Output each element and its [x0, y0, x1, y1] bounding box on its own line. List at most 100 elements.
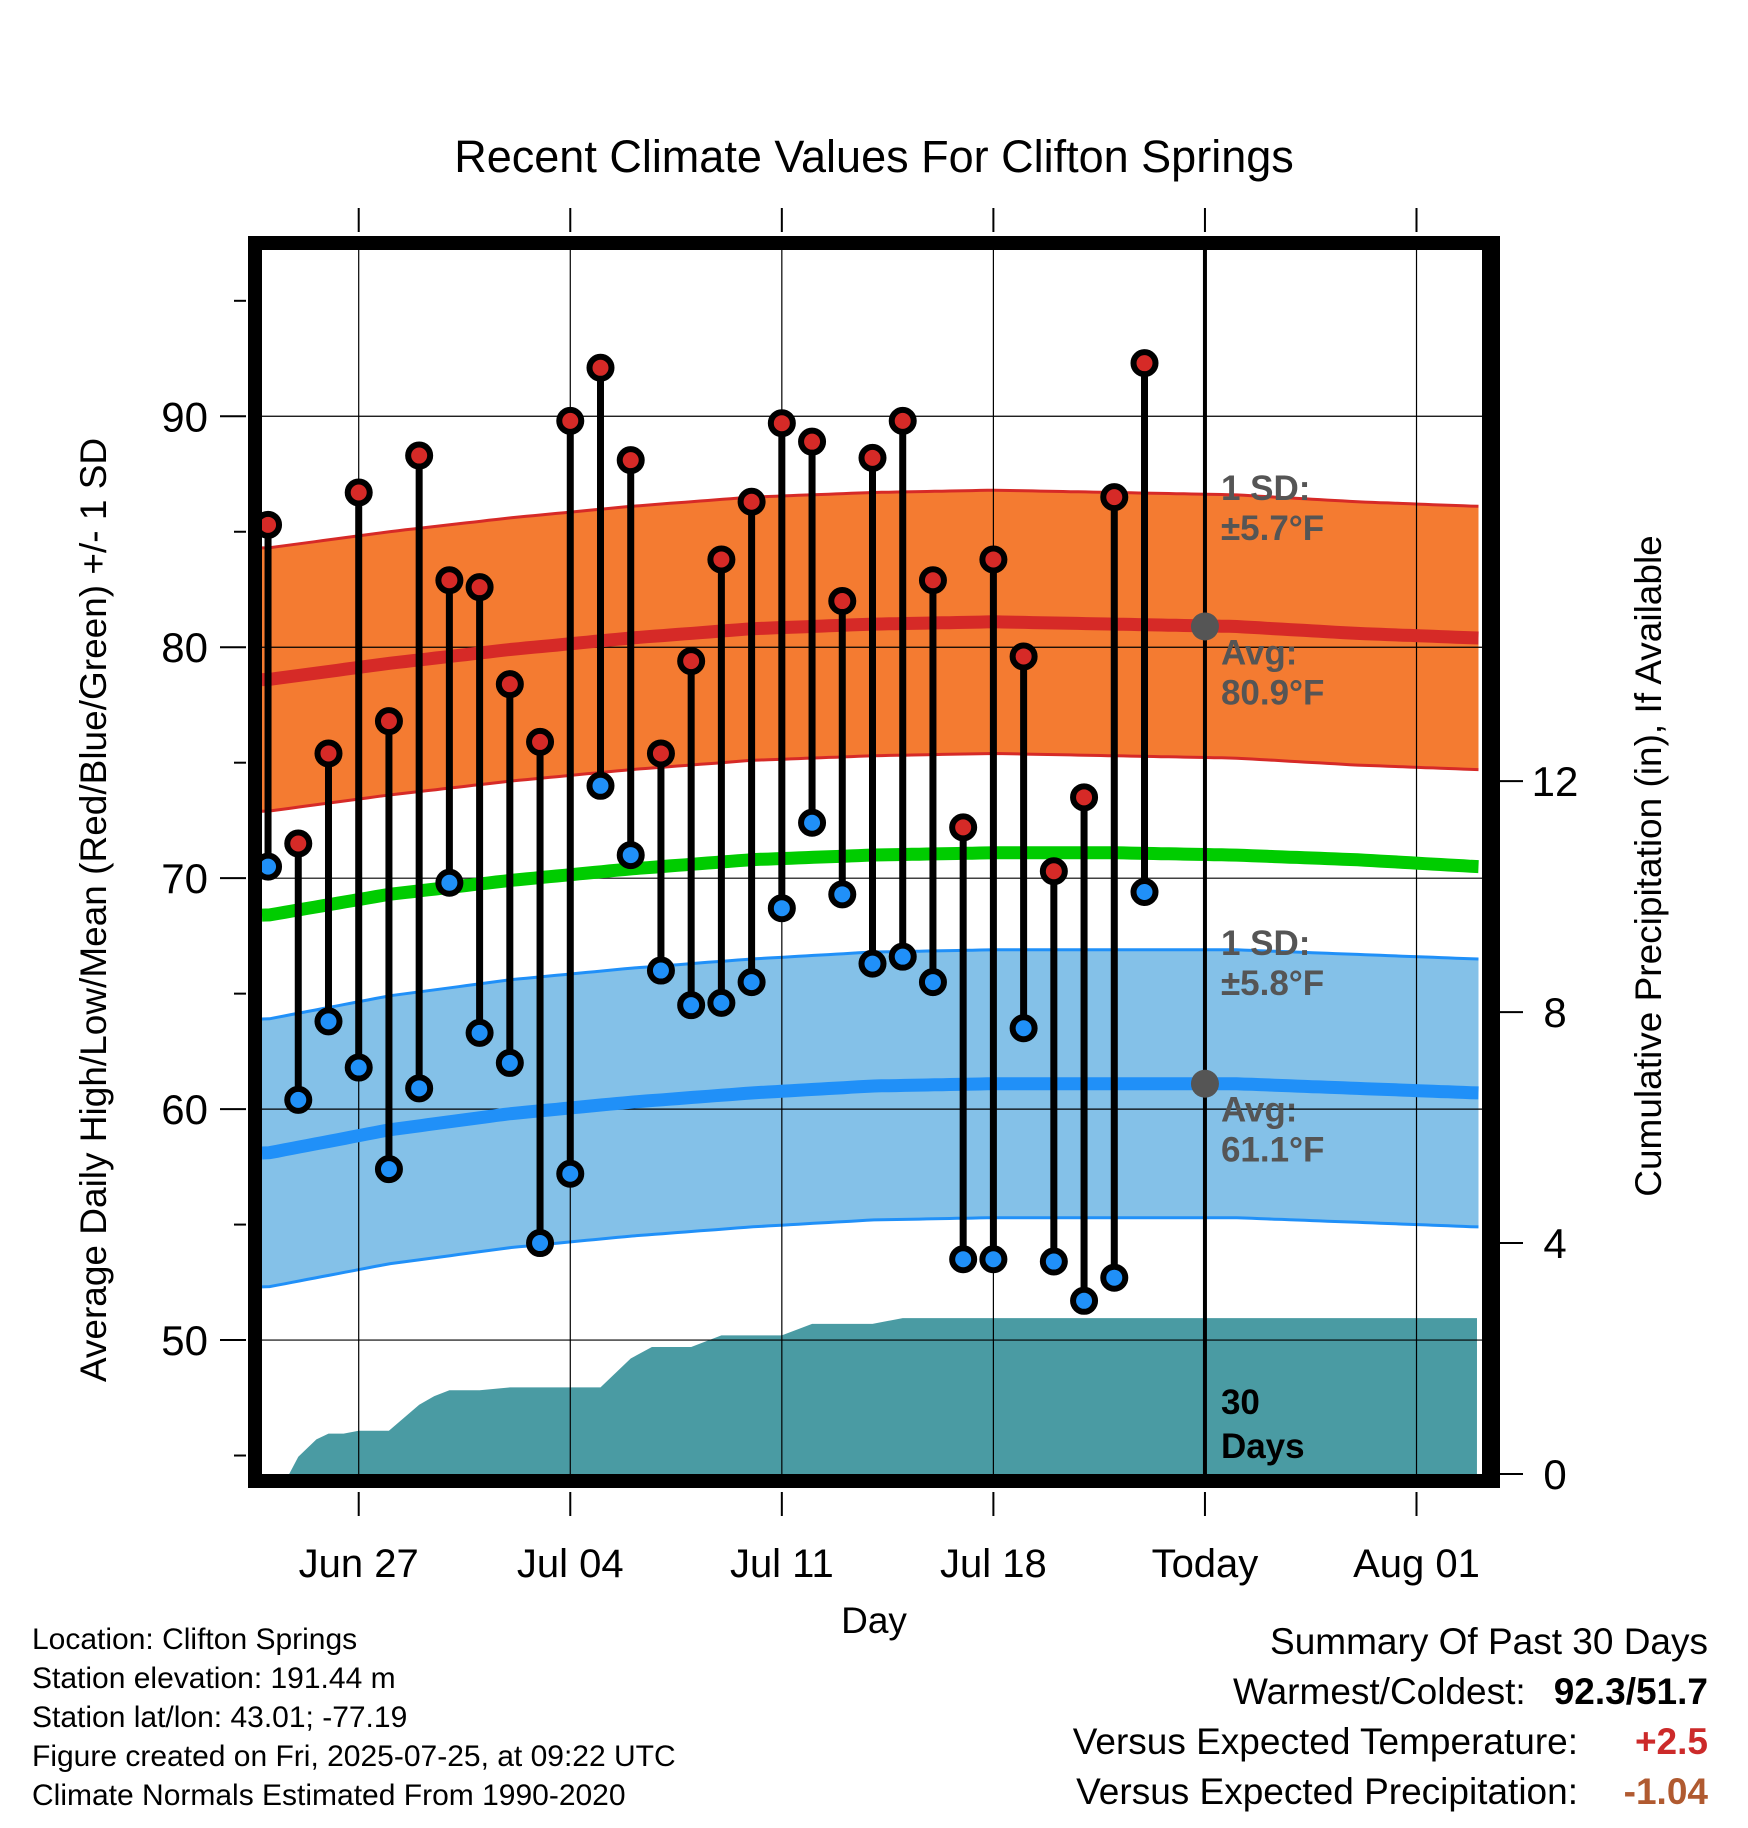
low-point — [828, 880, 857, 909]
high-point — [1009, 642, 1038, 671]
high-point — [1130, 349, 1159, 378]
low-point — [465, 1018, 494, 1047]
low-point — [798, 808, 827, 837]
low-point — [1009, 1014, 1038, 1043]
low-point — [767, 894, 796, 923]
high-point — [828, 587, 857, 616]
low-point — [526, 1229, 555, 1258]
info-elevation: Station elevation: 191.44 m — [32, 1662, 396, 1695]
y2-tick-label: 8 — [1543, 989, 1566, 1036]
warmest-value: 92.3 — [1553, 1671, 1626, 1712]
high-avg-marker — [1190, 612, 1219, 641]
low-sd-band — [262, 949, 1479, 1287]
y-axis-label-right: Cumulative Precipitation (in), If Availa… — [1628, 535, 1669, 1197]
high-point — [314, 739, 343, 768]
y-tick-label: 60 — [161, 1086, 208, 1133]
low-point — [979, 1245, 1008, 1274]
high-point — [918, 566, 947, 595]
days-count-label: 30 — [1221, 1383, 1260, 1422]
low-point — [858, 949, 887, 978]
high-point — [979, 545, 1008, 574]
low-point — [1070, 1286, 1099, 1315]
info-normals: Climate Normals Estimated From 1990-2020 — [32, 1779, 626, 1812]
y-tick-label: 50 — [161, 1317, 208, 1364]
chart-title: Recent Climate Values For Clifton Spring… — [454, 131, 1294, 182]
low-point — [1130, 878, 1159, 907]
low-point — [374, 1155, 403, 1184]
high-point — [262, 510, 283, 539]
x-tick-label: Jul 18 — [940, 1542, 1047, 1586]
low-point — [677, 991, 706, 1020]
x-tick-label: Aug 01 — [1353, 1542, 1480, 1586]
summary-temp: Versus Expected Temperature: +2.5 — [1073, 1717, 1708, 1767]
high-avg-label: Avg: — [1221, 633, 1297, 672]
low-avg-marker — [1190, 1069, 1219, 1098]
low-avg-label: Avg: — [1221, 1091, 1297, 1130]
high-point — [677, 647, 706, 676]
info-created: Figure created on Fri, 2025-07-25, at 09… — [32, 1740, 676, 1773]
y-tick-label: 90 — [161, 393, 208, 440]
low-point — [646, 956, 675, 985]
high-point — [374, 707, 403, 736]
y-tick-label: 70 — [161, 855, 208, 902]
high-point — [465, 573, 494, 602]
low-point — [918, 968, 947, 997]
low-point — [616, 841, 645, 870]
high-point — [1070, 783, 1099, 812]
y-tick-label: 80 — [161, 624, 208, 671]
coldest-value: 51.7 — [1635, 1671, 1708, 1712]
low-point — [737, 968, 766, 997]
high-point — [798, 427, 827, 456]
summary-warmest-coldest: Warmest/Coldest: 92.3/51.7 — [1073, 1667, 1708, 1717]
y2-tick-label: 12 — [1532, 758, 1579, 805]
high-point — [526, 727, 555, 756]
high-point — [344, 478, 373, 507]
precip-label: Versus Expected Precipitation: — [1076, 1771, 1578, 1812]
low-point — [1100, 1263, 1129, 1292]
y2-tick-label: 0 — [1543, 1451, 1566, 1498]
x-tick-label: Jul 11 — [730, 1542, 834, 1586]
high-point — [556, 406, 585, 435]
high-sd-label: 1 SD: — [1221, 469, 1310, 508]
low-point — [949, 1245, 978, 1274]
x-tick-label: Jun 27 — [299, 1542, 419, 1586]
warmest-coldest-label: Warmest/Coldest: — [1233, 1671, 1526, 1712]
high-point — [1100, 483, 1129, 512]
low-point — [556, 1159, 585, 1188]
low-point — [495, 1048, 524, 1077]
low-point — [405, 1074, 434, 1103]
x-axis-label: Day — [841, 1600, 907, 1641]
high-point — [616, 446, 645, 475]
high-point — [1039, 857, 1068, 886]
low-point — [344, 1053, 373, 1082]
low-point — [586, 771, 615, 800]
low-point — [262, 852, 283, 881]
high-point — [405, 441, 434, 470]
high-point — [495, 670, 524, 699]
info-latlon: Station lat/lon: 43.01; -77.19 — [32, 1701, 408, 1734]
high-point — [949, 813, 978, 842]
summary-precip: Versus Expected Precipitation: -1.04 — [1073, 1767, 1708, 1817]
days-word-label: Days — [1221, 1427, 1305, 1466]
summary-title: Summary Of Past 30 Days — [1270, 1621, 1708, 1662]
high-point — [707, 545, 736, 574]
high-point — [646, 739, 675, 768]
high-point — [284, 829, 313, 858]
low-sd-lower-line — [262, 1216, 1479, 1289]
low-sd-label: 1 SD: — [1221, 924, 1310, 963]
low-normal-line — [262, 1077, 1479, 1160]
low-point — [888, 942, 917, 971]
high-point — [586, 353, 615, 382]
low-point — [707, 988, 736, 1017]
y-axis-label-left: Average Daily High/Low/Mean (Red/Blue/Gr… — [73, 438, 114, 1382]
high-sd-value: ±5.7°F — [1221, 509, 1324, 548]
high-avg-value: 80.9°F — [1221, 673, 1325, 712]
high-point — [435, 566, 464, 595]
low-avg-value: 61.1°F — [1221, 1131, 1325, 1170]
low-point — [435, 868, 464, 897]
temp-value: +2.5 — [1634, 1721, 1708, 1762]
temp-label: Versus Expected Temperature: — [1072, 1721, 1578, 1762]
high-point — [888, 406, 917, 435]
